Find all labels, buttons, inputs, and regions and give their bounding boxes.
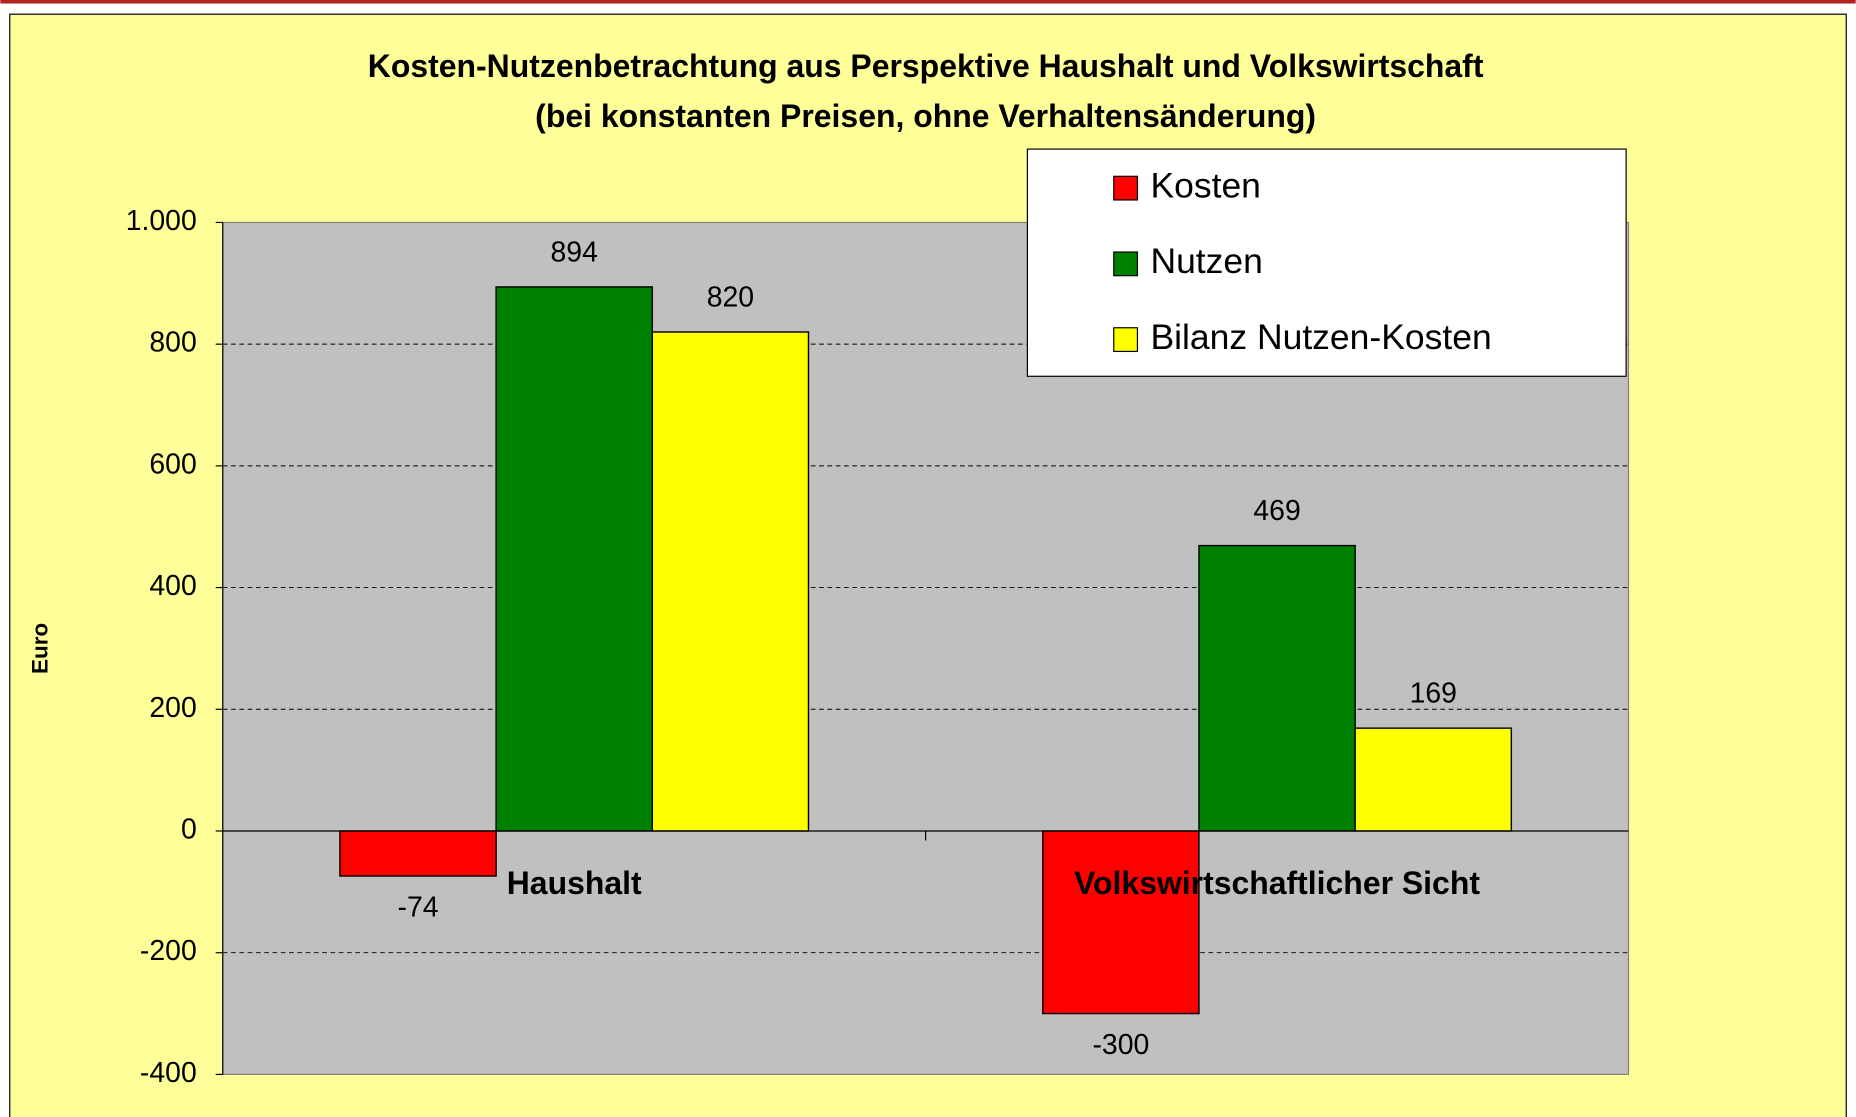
chart-subtitle: (bei konstanten Preisen, ohne Verhaltens…: [535, 98, 1316, 134]
data-label: -74: [398, 892, 439, 924]
bar: [1354, 727, 1513, 832]
y-tick-label: -200: [140, 935, 197, 967]
bar: [1198, 544, 1356, 832]
y-tick-label: 200: [149, 692, 196, 724]
legend-swatch: [1113, 251, 1139, 277]
data-label: 820: [707, 281, 754, 313]
data-label: 469: [1253, 495, 1300, 527]
bar: [1042, 830, 1200, 1015]
top-bar: [0, 0, 1856, 4]
legend-swatch: [1113, 327, 1139, 353]
y-tick-label: -400: [140, 1057, 197, 1089]
legend-label: Nutzen: [1150, 241, 1262, 281]
x-tick-label: Haushalt: [507, 865, 642, 901]
data-label: 894: [551, 236, 598, 268]
y-tick-label: 800: [149, 327, 196, 359]
y-tick-label: 400: [149, 570, 196, 602]
y-tick-label: 1.000: [126, 205, 197, 237]
y-tick-label: 600: [149, 448, 196, 480]
bar: [651, 331, 810, 832]
bar: [339, 830, 497, 877]
y-tick-label: 0: [181, 813, 197, 845]
chart-title: Kosten-Nutzenbetrachtung aus Perspektive…: [368, 48, 1484, 84]
legend-label: Bilanz Nutzen-Kosten: [1150, 317, 1491, 357]
data-label: -300: [1092, 1029, 1149, 1061]
x-tick-label: Volkswirtschaftlicher Sicht: [1074, 865, 1480, 901]
data-label: 169: [1410, 678, 1457, 710]
y-axis-label: Euro: [28, 623, 53, 674]
legend-swatch: [1113, 175, 1139, 201]
bar: [495, 286, 654, 832]
legend-label: Kosten: [1150, 166, 1260, 206]
